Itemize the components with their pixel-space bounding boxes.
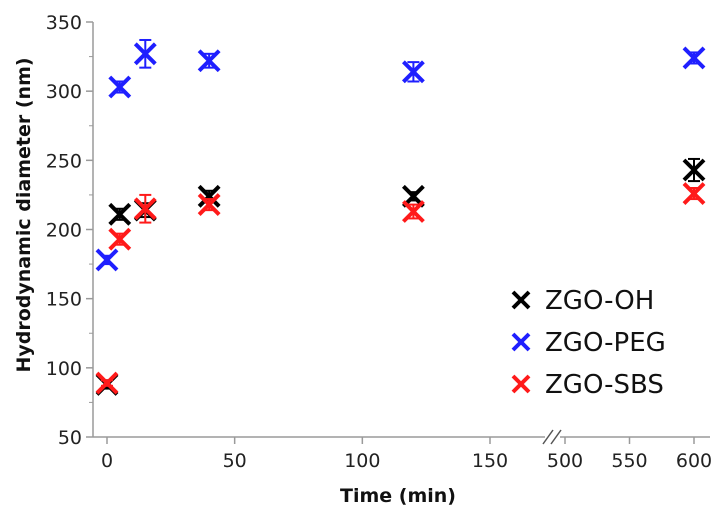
- series-zgo-oh: [95, 157, 706, 396]
- axes: 50 100 150 200 250 300 350 0 50 100 150 500 550 600: [46, 12, 712, 472]
- legend-label: ZGO-PEG: [545, 328, 666, 358]
- legend-item: ZGO-PEG: [511, 328, 666, 358]
- data-point: [108, 227, 132, 251]
- data-point: [197, 49, 221, 73]
- series-zgo-sbs: [95, 182, 706, 395]
- y-tick-label: 150: [46, 289, 82, 311]
- x-marker: [108, 227, 132, 251]
- data-point: [133, 193, 157, 224]
- x-tick-label: 100: [344, 450, 380, 472]
- data-point: [133, 38, 157, 69]
- series-zgo-peg: [95, 38, 706, 272]
- y-tick-label: 100: [46, 358, 82, 380]
- x-tick-label: 0: [101, 450, 113, 472]
- y-tick-label: 350: [46, 12, 82, 34]
- series-layer: [95, 38, 706, 396]
- x-marker: [133, 42, 157, 66]
- y-tick-label: 200: [46, 220, 82, 242]
- x-marker: [95, 371, 119, 395]
- data-point: [682, 182, 706, 205]
- axis-break-mark: [550, 429, 562, 445]
- x-marker: [108, 75, 132, 99]
- legend: ZGO-OH ZGO-PEG ZGO-SBS: [511, 286, 666, 400]
- legend-marker-icon: [511, 374, 531, 394]
- x-marker: [682, 46, 706, 70]
- x-marker: [401, 200, 425, 223]
- data-point: [108, 75, 132, 99]
- data-point: [95, 248, 119, 272]
- y-tick-label: 50: [58, 427, 82, 449]
- x-tick-label: 50: [223, 450, 247, 472]
- x-marker: [401, 60, 425, 84]
- axis-break-mark: [542, 429, 554, 445]
- legend-item: ZGO-OH: [511, 286, 654, 316]
- legend-item: ZGO-SBS: [511, 370, 664, 400]
- x-tick-label: 600: [676, 450, 712, 472]
- legend-marker-icon: [511, 332, 531, 352]
- x-marker: [95, 248, 119, 272]
- data-point: [108, 202, 132, 226]
- legend-label: ZGO-OH: [545, 286, 654, 316]
- x-tick-label: 550: [611, 450, 647, 472]
- x-marker: [197, 184, 221, 208]
- y-tick-label: 300: [46, 81, 82, 103]
- data-point: [401, 60, 425, 84]
- legend-marker-icon: [511, 290, 531, 310]
- x-axis-title: Time (min): [340, 485, 456, 507]
- y-axis-title: Hydrodynamic diameter (nm): [13, 57, 35, 372]
- x-marker: [682, 182, 706, 205]
- x-tick-label: 150: [472, 450, 508, 472]
- data-point: [197, 193, 221, 217]
- x-tick-label: 500: [547, 450, 583, 472]
- legend-label: ZGO-SBS: [545, 370, 664, 400]
- data-point: [682, 46, 706, 70]
- x-marker: [108, 202, 132, 226]
- data-point: [95, 371, 119, 395]
- data-point: [401, 200, 425, 223]
- y-tick-label: 250: [46, 150, 82, 172]
- x-marker: [682, 158, 706, 182]
- data-point: [682, 157, 706, 183]
- x-marker: [197, 49, 221, 73]
- y-axis-title-group: Hydrodynamic diameter (nm): [13, 57, 35, 372]
- x-marker: [197, 193, 221, 217]
- x-marker: [133, 197, 157, 221]
